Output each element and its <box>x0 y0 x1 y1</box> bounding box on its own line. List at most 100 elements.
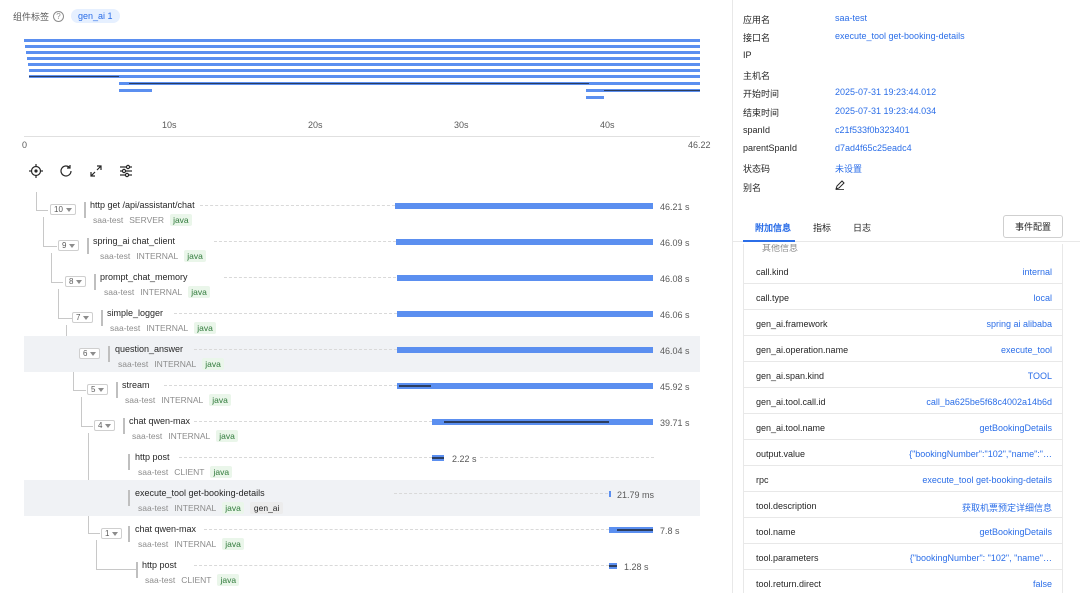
span-row[interactable]: 9 spring_ai chat_client saa-test INTERNAL… <box>24 228 700 264</box>
span-depth-bar <box>123 418 125 434</box>
detail-value-parent-span-id[interactable]: d7ad4f65c25eadc4 <box>835 143 912 153</box>
child-count-toggle[interactable]: 1 <box>101 528 123 539</box>
tab-extra-info[interactable]: 附加信息 <box>755 223 792 233</box>
attributes-section-label: 其他信息 <box>762 244 799 253</box>
locate-icon[interactable] <box>28 163 44 179</box>
axis-label-20s: 20s <box>308 120 323 130</box>
span-guide-line <box>214 241 396 242</box>
span-guide-line <box>480 457 654 458</box>
detail-key: 结束时间 <box>743 108 780 118</box>
span-duration-bar[interactable] <box>397 347 653 353</box>
detail-value-start: 2025-07-31 19:23:44.012 <box>835 87 937 97</box>
span-duration-bar[interactable] <box>395 203 653 209</box>
span-guide-line <box>224 277 396 278</box>
span-meta: saa-test CLIENT java <box>138 466 233 478</box>
span-meta: saa-test SERVER java <box>93 214 192 226</box>
expand-icon[interactable] <box>88 163 104 179</box>
span-inner-bar <box>609 565 617 567</box>
span-meta: saa-test INTERNAL java <box>138 538 244 550</box>
child-count-toggle[interactable]: 6 <box>79 348 101 359</box>
span-row[interactable]: 5 stream saa-test INTERNAL java 45.92 s <box>24 372 700 408</box>
axis-tick-0: 0 <box>22 140 28 150</box>
span-duration-bar[interactable] <box>432 455 444 461</box>
span-row[interactable]: 6 question_answer saa-test INTERNAL java 4… <box>24 336 700 372</box>
span-guide-line <box>200 205 395 206</box>
attribute-row: tool.return.direct false <box>744 570 1062 593</box>
detail-key: 开始时间 <box>743 89 780 99</box>
event-config-button[interactable]: 事件配置 <box>1003 215 1063 238</box>
span-name: spring_ai chat_client <box>93 236 176 246</box>
detail-value-app[interactable]: saa-test <box>835 13 868 23</box>
span-duration: 45.92 s <box>660 382 690 392</box>
span-duration-bar[interactable] <box>397 383 653 389</box>
span-row[interactable]: 8 prompt_chat_memory saa-test INTERNAL jav… <box>24 264 700 300</box>
span-duration-bar[interactable] <box>609 527 653 533</box>
span-duration-bar[interactable] <box>609 491 611 497</box>
trace-overview-minimap[interactable] <box>24 38 700 138</box>
active-tab-indicator <box>743 240 795 242</box>
span-detail-panel: 应用名 saa-test 接口名 execute_tool get-bookin… <box>732 0 1080 593</box>
span-duration: 46.08 s <box>660 274 690 284</box>
detail-key: 主机名 <box>743 71 771 81</box>
span-row[interactable]: 7 simple_logger saa-test INTERNAL java 46.… <box>24 300 700 336</box>
child-count-toggle[interactable]: 7 <box>72 312 94 323</box>
span-depth-bar <box>128 490 130 506</box>
attribute-row: rpc execute_tool get-booking-details <box>744 466 1062 492</box>
refresh-icon[interactable] <box>58 163 74 179</box>
span-duration-bar[interactable] <box>432 419 653 425</box>
span-guide-line <box>394 493 608 494</box>
span-row[interactable]: 10 http get /api/assistant/chat saa-test… <box>24 192 700 228</box>
edit-icon[interactable] <box>835 180 845 192</box>
span-duration-bar[interactable] <box>609 563 617 569</box>
detail-key: 接口名 <box>743 33 771 43</box>
span-duration: 46.06 s <box>660 310 690 320</box>
span-row[interactable]: 1 chat qwen-max saa-test INTERNAL java 7.8… <box>24 516 700 552</box>
span-row[interactable]: http post saa-test CLIENT java 2.22 s <box>24 444 700 480</box>
detail-value-end: 2025-07-31 19:23:44.034 <box>835 106 937 116</box>
span-row[interactable]: http post saa-test CLIENT java 1.28 s <box>24 552 700 588</box>
trace-panel: 组件标签 ? gen_ai 1 10s 20s 30s 40s 0 46.22 <box>13 9 711 593</box>
span-inner-bar <box>617 529 653 531</box>
chevron-down-icon <box>90 351 97 356</box>
span-inner-bar <box>399 385 431 387</box>
axis-line <box>24 136 700 137</box>
child-count-toggle[interactable]: 10 <box>50 204 76 215</box>
help-icon[interactable]: ? <box>53 10 65 22</box>
detail-value-span-id[interactable]: c21f533f0b323401 <box>835 125 910 135</box>
attribute-row: gen_ai.span.kind TOOL <box>744 362 1062 388</box>
span-duration-bar[interactable] <box>397 311 653 317</box>
span-tree: 10 http get /api/assistant/chat saa-test… <box>24 192 700 593</box>
lang-badge: java <box>222 538 244 550</box>
lang-badge: java <box>210 466 233 478</box>
overview-span-inner <box>604 90 700 91</box>
tag-chip-gen-ai[interactable]: gen_ai 1 <box>71 9 120 23</box>
chevron-down-icon <box>69 243 76 248</box>
component-tag-bar: 组件标签 ? gen_ai 1 <box>13 9 120 23</box>
span-meta: saa-test INTERNAL java <box>104 286 210 298</box>
tab-metrics[interactable]: 指标 <box>813 223 832 233</box>
span-name: chat qwen-max <box>129 416 191 426</box>
detail-value-endpoint[interactable]: execute_tool get-booking-details <box>835 31 965 41</box>
child-count-toggle[interactable]: 5 <box>87 384 109 395</box>
settings-icon[interactable] <box>118 163 134 179</box>
attribute-row: tool.parameters {"bookingNumber": "102", … <box>744 544 1062 570</box>
attribute-row: gen_ai.operation.name execute_tool <box>744 336 1062 362</box>
child-count-toggle[interactable]: 9 <box>58 240 80 251</box>
span-meta: saa-test INTERNAL java <box>132 430 238 442</box>
attribute-row: gen_ai.framework spring ai alibaba <box>744 310 1062 336</box>
child-count-toggle[interactable]: 8 <box>65 276 87 287</box>
span-duration: 1.28 s <box>624 562 649 572</box>
span-duration-bar[interactable] <box>396 239 653 245</box>
span-depth-bar <box>108 346 110 362</box>
span-row[interactable]: 4 chat qwen-max saa-test INTERNAL java 39.… <box>24 408 700 444</box>
tab-logs[interactable]: 日志 <box>853 223 872 233</box>
detail-value-status: 未设置 <box>835 164 863 174</box>
child-count-toggle[interactable]: 4 <box>94 420 116 431</box>
axis-label-10s: 10s <box>162 120 177 130</box>
span-row-selected[interactable]: execute_tool get-booking-details saa-tes… <box>24 480 700 516</box>
span-depth-bar <box>128 454 130 470</box>
tree-connector <box>73 390 86 391</box>
span-depth-bar <box>136 562 138 578</box>
span-duration-bar[interactable] <box>397 275 653 281</box>
span-meta: saa-test INTERNAL java <box>125 394 231 406</box>
